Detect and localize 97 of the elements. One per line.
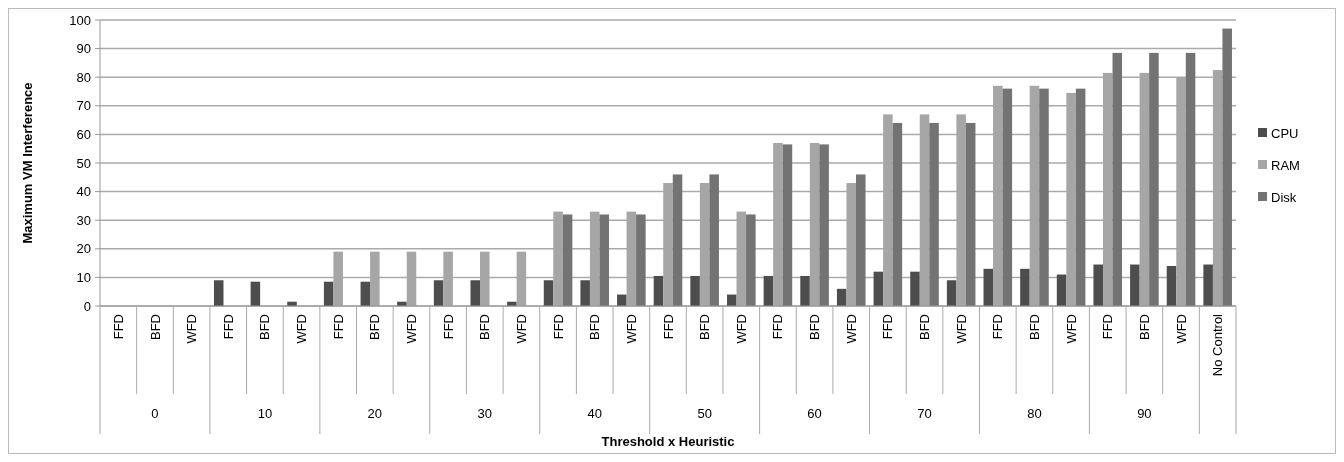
y-axis-title: Maximum VM Interference [20,82,35,244]
x-tick-label: BFD [477,314,493,340]
text: 90 [1137,406,1152,421]
bar [727,294,737,306]
bar [1185,52,1196,306]
x-tick-label: FFD [110,314,126,340]
text: 60 [807,406,822,421]
x-tick-label: WFD [623,314,639,344]
y-tick-label: 0 [83,298,91,314]
bar [1112,52,1123,306]
x-tick-label: FFD [1100,314,1116,340]
bar [763,275,774,306]
bar [433,280,444,306]
bar [929,122,939,306]
bar [1056,274,1067,306]
legend-label: RAM [1271,157,1300,173]
x-tick-label: WFD [1173,314,1189,344]
bar [690,275,700,306]
x-tick-label: WFD [513,314,529,344]
bar [782,144,793,306]
bar [213,280,224,306]
text: 30 [477,406,493,421]
bar [672,174,683,306]
bar [617,294,627,306]
x-tick-label: BFD [1027,314,1042,340]
x-tick-label: WFD [404,314,420,344]
bar [1130,264,1140,306]
bar [819,144,829,306]
x-tick-label: WFD [294,314,310,344]
y-tick-label: 50 [76,155,91,171]
x-tick-label: FFD [660,314,676,340]
bar [1149,52,1159,306]
x-tick-label: BFD [917,314,933,340]
bar [599,214,609,306]
bar [910,271,920,306]
x-tick-label: BFD [587,314,603,340]
bar [983,268,994,306]
bar [543,280,554,306]
x-tick-label: BFD [697,314,713,340]
x-tick-label: WFD [1063,314,1079,344]
bar [1020,268,1030,306]
y-tick-label: 100 [69,12,91,28]
x-tick-label: FFD [330,314,346,340]
legend-label: CPU [1271,125,1299,141]
y-tick-label: 80 [76,69,91,85]
bar [562,214,573,306]
bar [800,275,810,306]
bar [636,214,646,306]
text: 40 [587,406,602,421]
bar [1075,88,1086,306]
x-tick-label: FFD [770,314,786,340]
text: 20 [367,406,383,421]
x-tick-label: FFD [440,314,456,340]
bar [1166,265,1177,306]
text: 50 [697,406,712,421]
bar [1039,88,1049,306]
x-tick-label: WFD [843,314,859,344]
x-tick-label: FFD [550,314,566,340]
text: 80 [1027,406,1042,421]
x-tick-label: BFD [1136,314,1152,340]
x-tick-label: FFD [220,314,236,340]
y-tick-label: 70 [76,98,91,114]
x-tick-label: No Control [1210,313,1226,377]
y-tick-label: 10 [76,269,91,285]
x-tick-label: BFD [147,314,163,340]
bar [946,280,957,306]
bar [580,280,590,306]
x-tick-label: WFD [953,314,969,344]
bar [709,174,719,306]
x-tick-label: FFD [880,314,896,340]
x-tick-label: BFD [367,314,383,340]
bar [873,271,884,306]
bar [1203,264,1213,306]
y-tick-label: 20 [76,241,91,257]
x-tick-label: BFD [257,314,273,340]
x-axis-title: Threshold x Heuristic [601,434,735,449]
bar [1222,28,1232,306]
y-tick-label: 60 [76,126,91,142]
y-tick-label: 40 [76,184,91,200]
x-tick-label: FFD [990,314,1006,340]
bar [470,280,481,306]
x-tick-label: BFD [807,314,823,340]
text: 10 [257,406,273,421]
bar [1002,88,1013,306]
bar [653,275,664,306]
bar [1093,264,1103,306]
bar [892,122,903,306]
text: 0 [151,406,159,421]
bar [855,174,866,306]
x-tick-label: WFD [184,314,200,344]
y-tick-label: 30 [76,212,91,228]
legend-label: Disk [1271,189,1297,205]
y-tick-label: 90 [76,41,91,57]
x-tick-label: WFD [733,314,749,344]
text: 70 [917,406,932,421]
bar [746,214,756,306]
bar [965,122,976,306]
